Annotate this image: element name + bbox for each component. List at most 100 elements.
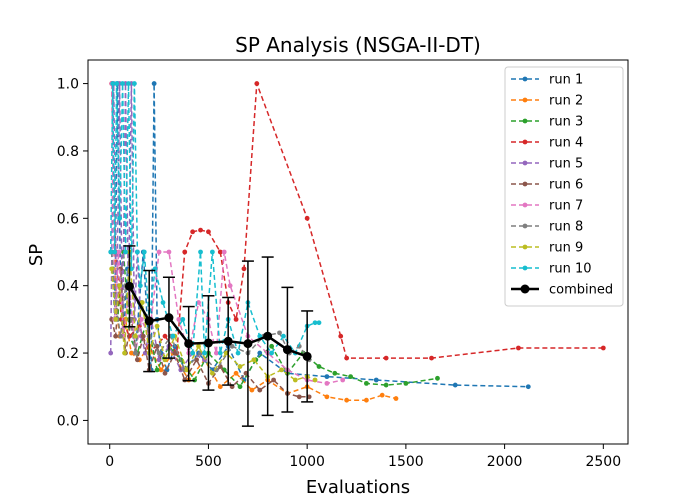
series-6-point — [162, 370, 168, 376]
combined-point — [144, 316, 154, 326]
series-9-point — [132, 333, 138, 339]
series-4-point — [198, 227, 203, 233]
series-2-point — [379, 392, 385, 398]
series-1-point — [324, 374, 330, 380]
series-10-point — [202, 350, 207, 356]
series-9-point — [113, 316, 119, 322]
series-line-6 — [110, 268, 310, 398]
combined-point — [203, 338, 213, 348]
series-8-point — [132, 350, 138, 356]
y-tick-label: 0.4 — [57, 279, 79, 295]
legend-label: run 10 — [549, 262, 592, 277]
series-6-point — [113, 333, 119, 339]
series-1-point — [452, 382, 458, 388]
series-8-point — [277, 330, 282, 336]
series-4-point — [600, 345, 606, 351]
series-10-point — [180, 316, 186, 322]
series-4-point — [254, 81, 260, 86]
legend-marker — [522, 181, 528, 187]
x-axis-label: Evaluations — [306, 477, 410, 498]
series-10-point — [281, 333, 286, 339]
series-9-point — [237, 364, 243, 369]
y-axis-label: SP — [26, 244, 47, 266]
series-3-point — [403, 380, 409, 386]
series-line-8 — [110, 251, 310, 372]
legend-marker — [522, 244, 528, 250]
x-tick-label: 2500 — [585, 454, 621, 470]
series-6-point — [296, 394, 302, 400]
series-2-point — [344, 397, 350, 403]
series-10-point — [114, 81, 120, 86]
series-10-point — [170, 333, 176, 339]
series-3-point — [237, 384, 243, 390]
combined-line — [128, 285, 308, 358]
series-7-point — [156, 249, 162, 255]
series-10-point — [312, 320, 318, 326]
series-10-point — [198, 249, 203, 255]
combined-point — [243, 339, 253, 349]
series-9-point — [139, 300, 145, 305]
legend-label: run 7 — [549, 199, 583, 214]
series-10-point — [235, 350, 241, 356]
series-10-point — [160, 300, 166, 305]
series-3-point — [348, 374, 353, 380]
series-1-point — [257, 350, 263, 356]
series-line-9 — [110, 251, 316, 381]
series-7-point — [176, 316, 182, 322]
series-3-point — [316, 364, 322, 369]
series-8-point — [229, 343, 235, 349]
combined-point — [223, 336, 233, 346]
series-10-point — [126, 81, 131, 86]
plot-area — [108, 81, 606, 427]
series-9-point — [251, 357, 257, 363]
series-10-point — [129, 266, 134, 272]
series-6-point — [257, 387, 263, 393]
series-9-point — [117, 283, 122, 289]
series-1-point — [525, 384, 531, 390]
x-tick-label: 1500 — [388, 454, 424, 470]
series-7-point — [196, 300, 201, 305]
series-4-point — [344, 355, 350, 361]
series-6-point — [271, 377, 276, 383]
series-6-point — [134, 357, 140, 363]
legend-label: run 5 — [549, 157, 583, 172]
series-5-point — [108, 350, 114, 356]
series-3-point — [435, 375, 440, 381]
series-9-point — [154, 323, 160, 329]
legend-label: run 6 — [549, 178, 583, 193]
series-9-point — [292, 377, 298, 383]
series-10-point — [112, 249, 118, 255]
series-3-point — [383, 382, 389, 388]
series-2-point — [158, 367, 164, 373]
combined-point — [184, 339, 194, 349]
combined-point — [282, 345, 292, 355]
series-6-point — [306, 394, 312, 400]
x-tick-label: 1000 — [289, 454, 325, 470]
series-6-point — [172, 350, 178, 356]
series-10-point — [209, 249, 215, 255]
combined-point — [164, 313, 174, 323]
series-1-point — [373, 377, 379, 383]
series-1-point — [151, 81, 157, 86]
legend-marker — [522, 223, 528, 229]
series-7-point — [340, 377, 346, 383]
series-2-point — [363, 397, 369, 403]
y-tick-label: 0.6 — [57, 211, 79, 227]
series-3-point — [154, 367, 160, 373]
series-10-point — [137, 283, 143, 289]
series-10-point — [217, 350, 223, 356]
series-2-point — [217, 384, 223, 390]
series-7-point — [324, 380, 330, 386]
legend-label: run 3 — [549, 115, 583, 130]
x-tick-label: 2000 — [487, 454, 523, 470]
series-4-point — [516, 345, 521, 351]
series-4-point — [429, 355, 434, 361]
series-2-point — [249, 387, 255, 393]
combined-point — [302, 351, 312, 361]
legend-label: run 2 — [549, 94, 583, 109]
series-3-point — [332, 370, 338, 376]
series-7-point — [166, 249, 172, 255]
series-10-point — [141, 249, 147, 255]
legend-label: run 9 — [549, 241, 583, 256]
series-4-point — [338, 333, 344, 339]
